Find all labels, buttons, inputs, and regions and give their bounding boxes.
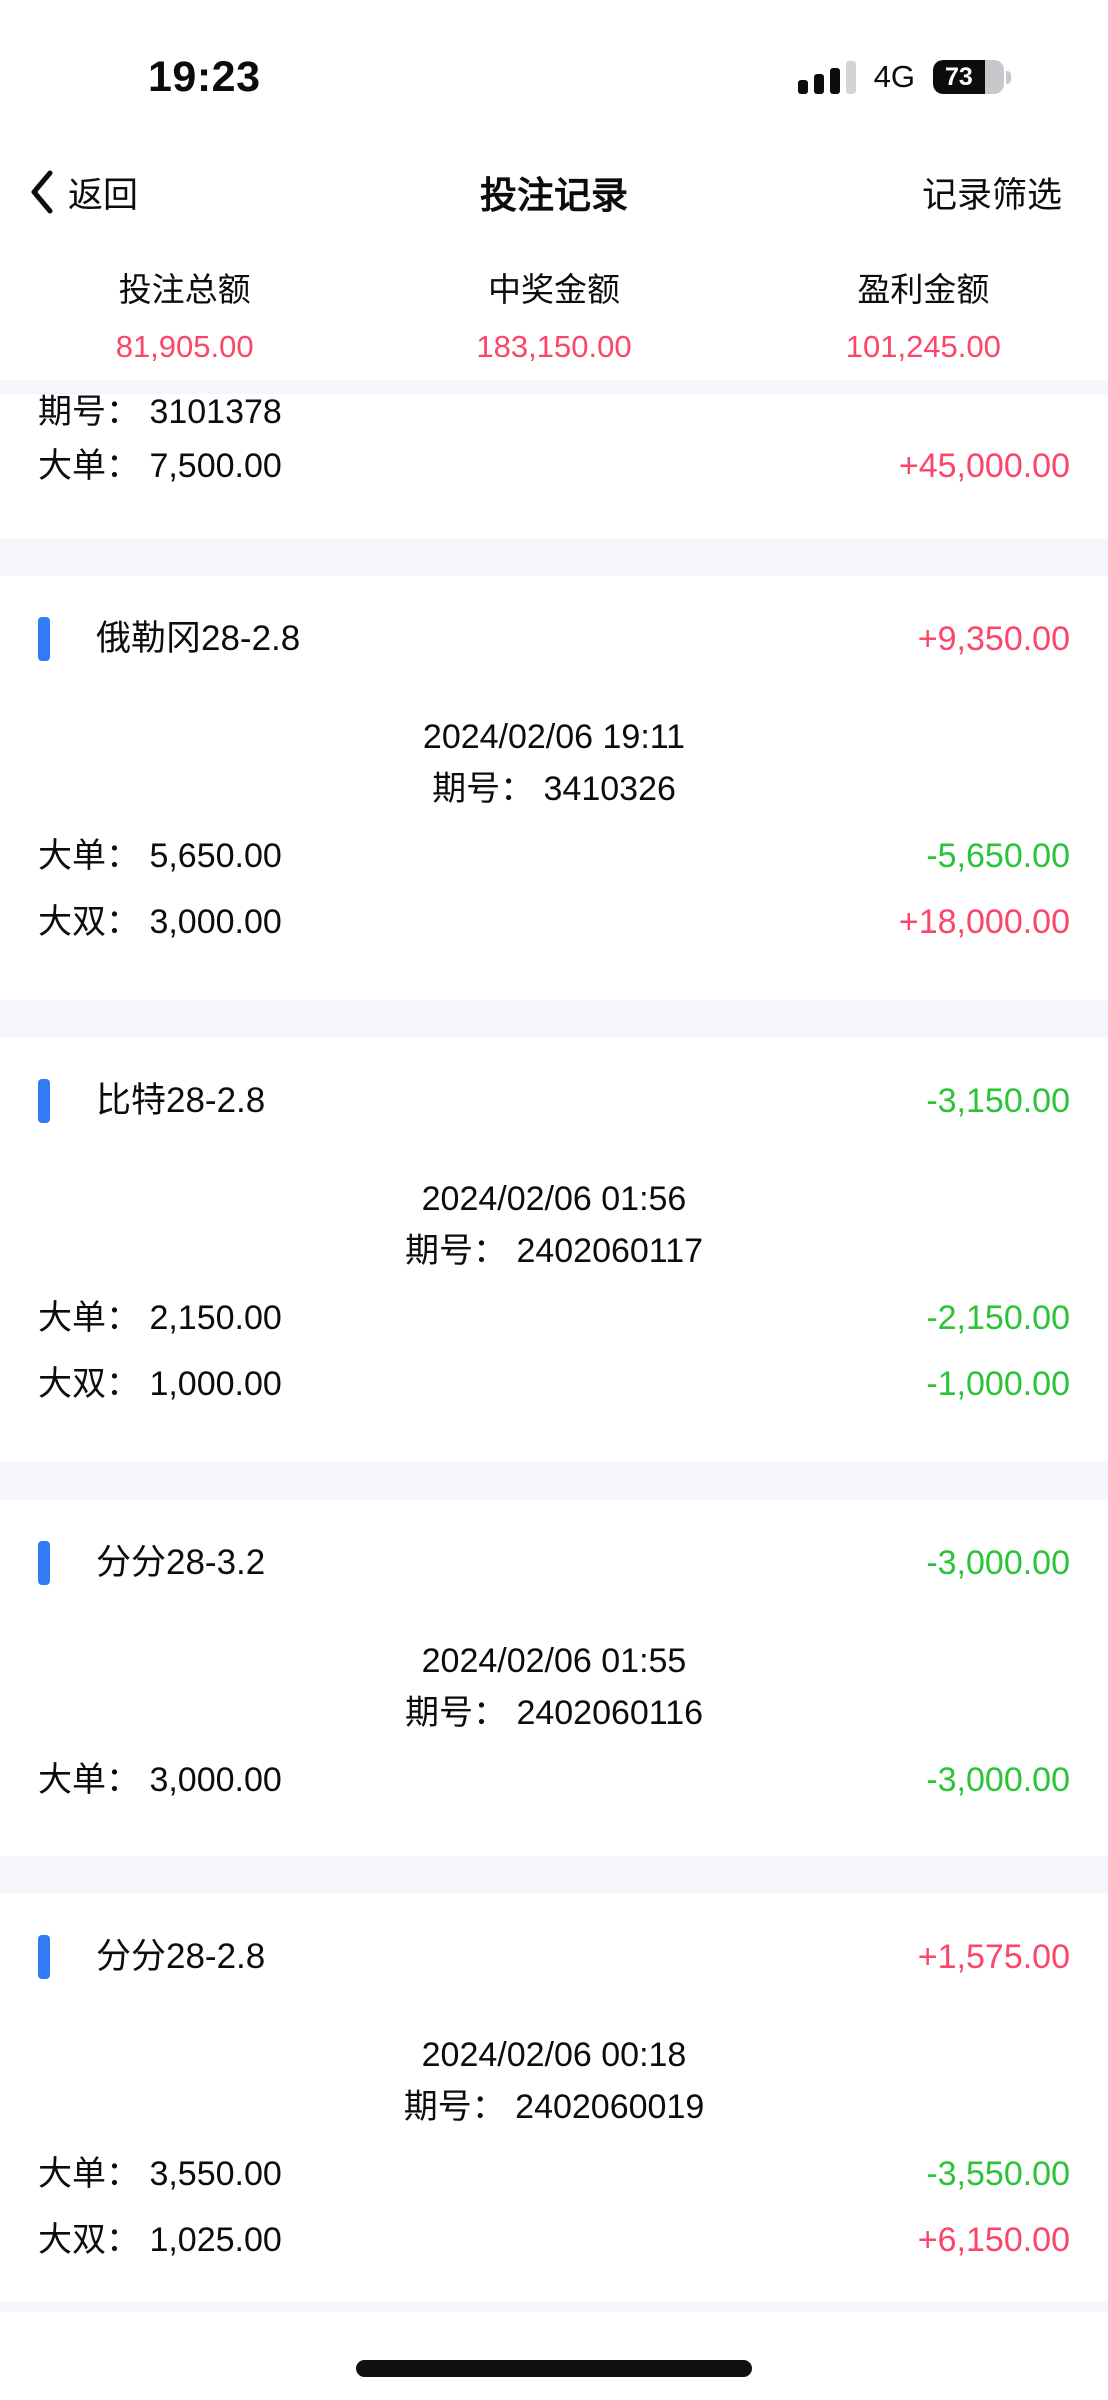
record-header: 比特28-2.8 -3,150.00: [38, 1078, 1070, 1124]
bet-type-amount: 大双： 1,025.00: [38, 2221, 282, 2259]
bet-profit: -3,550.00: [926, 2155, 1070, 2193]
bet-type-amount: 大单： 3,550.00: [38, 2155, 282, 2193]
record-header: 分分28-2.8 +1,575.00: [38, 1934, 1070, 1980]
summary-value: 81,905.00: [115, 329, 254, 364]
bet-profit: +45,000.00: [898, 447, 1070, 485]
list-separator: [0, 380, 1108, 394]
filter-records-button[interactable]: 记录筛选: [921, 175, 1062, 215]
issue-number-line: 期号： 2402060019: [403, 2088, 705, 2126]
battery-icon: 73: [933, 60, 1011, 94]
bet-profit: +18,000.00: [898, 903, 1070, 941]
list-separator: [0, 538, 1108, 576]
clock: 19:23: [148, 52, 261, 101]
back-button-label: 返回: [68, 175, 139, 215]
status-bar: 19:23 4G 73: [0, 0, 1108, 136]
bet-profit: -1,000.00: [926, 1365, 1070, 1403]
summary-value: 183,150.00: [476, 329, 632, 364]
bet-type-amount: 大单： 7,500.00: [38, 447, 282, 485]
issue-number-line: 期号： 3410326: [432, 770, 676, 808]
summary-label: 中奖金额: [487, 271, 620, 308]
game-title: 俄勒冈28-2.8: [96, 619, 301, 658]
issue-number-line: 期号： 3101378: [38, 394, 282, 431]
summary-total-bet: 投注总额 81,905.00: [0, 248, 369, 380]
bet-datetime: 2024/02/06 19:11: [422, 718, 686, 756]
accent-bar: [38, 1541, 50, 1585]
bet-row: 大单： 3,000.00 -3,000.00: [38, 1758, 1070, 1802]
game-title: 比特28-2.8: [96, 1081, 266, 1120]
list-separator: [0, 1856, 1108, 1894]
home-indicator[interactable]: [356, 2360, 752, 2377]
nav-bar: 返回 投注记录 记录筛选: [0, 136, 1108, 248]
record-card: 比特28-2.8 -3,150.00 2024/02/06 01:56 期号： …: [0, 1038, 1108, 1462]
bet-profit: -5,650.00: [926, 837, 1070, 875]
bet-row: 大双： 1,025.00 +6,150.00: [38, 2218, 1070, 2262]
record-header: 分分28-3.2 -3,000.00: [38, 1540, 1070, 1586]
record-card: 俄勒冈28-2.8 +9,350.00 2024/02/06 19:11 期号：…: [0, 576, 1108, 1000]
bet-row: 大单： 3,550.00 -3,550.00: [38, 2152, 1070, 2196]
summary-value: 101,245.00: [845, 329, 1001, 364]
record-card: 期号： 3101378 大单： 7,500.00 +45,000.00: [0, 394, 1108, 538]
summary-totals: 投注总额 81,905.00 中奖金额 183,150.00 盈利金额 101,…: [0, 248, 1108, 380]
summary-label: 盈利金额: [857, 271, 990, 308]
battery-percent: 73: [945, 62, 973, 91]
record-total-profit: +1,575.00: [917, 1938, 1070, 1976]
bet-type-amount: 大单： 2,150.00: [38, 1299, 282, 1337]
bet-datetime: 2024/02/06 01:56: [421, 1180, 687, 1218]
network-type-label: 4G: [873, 59, 915, 94]
bet-datetime: 2024/02/06 00:18: [421, 2036, 687, 2074]
list-separator: [0, 2302, 1108, 2312]
cellular-signal-icon: [797, 60, 856, 94]
status-indicators: 4G 73: [797, 59, 1011, 95]
summary-total-won: 中奖金额 183,150.00: [369, 248, 738, 380]
record-total-profit: -3,000.00: [926, 1544, 1070, 1582]
game-title: 分分28-2.8: [96, 1937, 266, 1976]
bet-row: 大单： 2,150.00 -2,150.00: [38, 1296, 1070, 1340]
chevron-left-icon: [31, 170, 53, 214]
record-card: 分分28-3.2 -3,000.00 2024/02/06 01:55 期号： …: [0, 1500, 1108, 1856]
game-title: 分分28-3.2: [96, 1543, 266, 1582]
bet-profit: -3,000.00: [926, 1761, 1070, 1799]
bottom-safe-area: [0, 2312, 1108, 2400]
bet-type-amount: 大单： 3,000.00: [38, 1761, 282, 1799]
list-separator: [0, 1000, 1108, 1038]
bet-row: 大双： 3,000.00 +18,000.00: [38, 900, 1070, 944]
list-separator: [0, 1462, 1108, 1500]
page-title: 投注记录: [480, 175, 628, 216]
record-card: 分分28-2.8 +1,575.00 2024/02/06 00:18 期号： …: [0, 1894, 1108, 2302]
record-total-profit: +9,350.00: [917, 620, 1070, 658]
record-header: 俄勒冈28-2.8 +9,350.00: [38, 616, 1070, 662]
bet-type-amount: 大双： 3,000.00: [38, 903, 282, 941]
summary-label: 投注总额: [118, 271, 251, 308]
bet-row: 大单： 7,500.00 +45,000.00: [38, 444, 1070, 488]
bet-type-amount: 大单： 5,650.00: [38, 837, 282, 875]
bet-row: 大单： 5,650.00 -5,650.00: [38, 834, 1070, 878]
issue-number-line: 期号： 2402060116: [404, 1694, 704, 1732]
bet-type-amount: 大双： 1,000.00: [38, 1365, 282, 1403]
back-button[interactable]: 返回: [30, 167, 138, 218]
bet-profit: +6,150.00: [917, 2221, 1070, 2259]
issue-number-line: 期号： 2402060117: [404, 1232, 704, 1270]
bet-row: 大双： 1,000.00 -1,000.00: [38, 1362, 1070, 1406]
record-total-profit: -3,150.00: [926, 1082, 1070, 1120]
summary-total-profit: 盈利金额 101,245.00: [739, 248, 1108, 380]
accent-bar: [38, 1079, 50, 1123]
accent-bar: [38, 1935, 50, 1979]
bet-profit: -2,150.00: [926, 1299, 1070, 1337]
bet-datetime: 2024/02/06 01:55: [421, 1642, 687, 1680]
accent-bar: [38, 617, 50, 661]
